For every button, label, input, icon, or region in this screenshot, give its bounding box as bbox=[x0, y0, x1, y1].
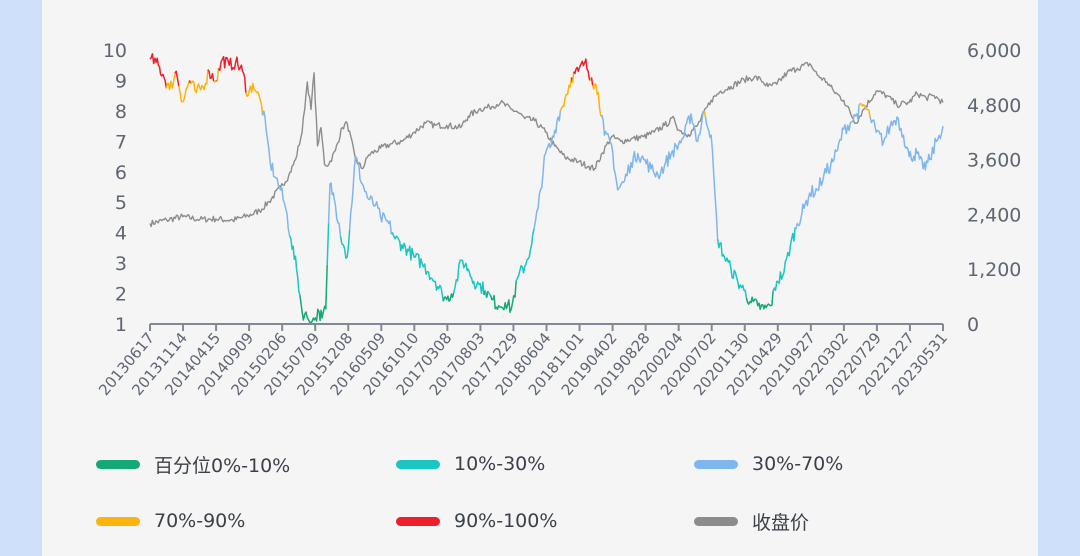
percentile-segment bbox=[442, 292, 455, 302]
right-tick-label: 3,600 bbox=[967, 150, 1021, 172]
x-axis-ticks: 2013061720131114201404152014090920150206… bbox=[95, 324, 951, 399]
chart-card bbox=[42, 0, 1038, 556]
percentile-segment bbox=[288, 235, 301, 296]
percentile-segment bbox=[869, 116, 944, 171]
right-tick-label: 1,200 bbox=[967, 259, 1021, 281]
percentile-segment bbox=[590, 77, 594, 86]
percentile-segment bbox=[794, 104, 860, 230]
right-tick-label: 6,000 bbox=[967, 40, 1021, 62]
left-tick-label: 1 bbox=[115, 314, 127, 336]
percentile-segment bbox=[245, 82, 264, 116]
percentile-segment bbox=[216, 68, 220, 82]
percentile-segment bbox=[487, 290, 492, 296]
percentile-segment bbox=[207, 69, 215, 82]
left-tick-label: 8 bbox=[115, 101, 127, 123]
percentile-segment bbox=[703, 110, 707, 118]
percentile-segment bbox=[178, 80, 191, 103]
percentile-segment bbox=[327, 182, 342, 237]
right-tick-label: 2,400 bbox=[967, 204, 1021, 226]
percentile-segment bbox=[165, 73, 176, 91]
percentile-segment bbox=[704, 116, 719, 239]
percentile-segment bbox=[745, 290, 774, 311]
percentile-segment bbox=[299, 264, 328, 324]
percentile-segment bbox=[326, 223, 330, 265]
percentile-segment bbox=[772, 227, 796, 292]
left-tick-label: 5 bbox=[115, 192, 127, 214]
percentile-segment bbox=[600, 110, 705, 191]
percentile-segment bbox=[515, 228, 535, 282]
left-tick-label: 6 bbox=[115, 162, 127, 184]
left-tick-label: 7 bbox=[115, 131, 127, 153]
percentile-segment bbox=[489, 280, 517, 314]
left-tick-label: 3 bbox=[115, 253, 127, 275]
right-tick-label: 0 bbox=[967, 314, 979, 336]
percentile-segment bbox=[716, 238, 748, 298]
percentile-segment bbox=[339, 230, 351, 259]
percentile-segment bbox=[559, 77, 573, 112]
percentile-segment bbox=[571, 71, 575, 83]
left-tick-label: 2 bbox=[115, 284, 127, 306]
percentile-segment bbox=[174, 70, 180, 87]
left-tick-label: 10 bbox=[103, 40, 127, 62]
percentile-segment bbox=[217, 55, 247, 93]
right-tick-label: 4,800 bbox=[967, 95, 1021, 117]
percentile-series bbox=[149, 53, 944, 324]
percentile-segment bbox=[591, 83, 602, 117]
left-axis-ticks: 1 2 3 4 5 6 7 8 9 10 bbox=[103, 40, 127, 336]
close-price-series bbox=[149, 61, 944, 228]
right-axis-ticks: 0 1,200 2,400 3,600 4,800 6,000 bbox=[967, 40, 1021, 336]
percentile-segment bbox=[533, 110, 562, 229]
percentile-segment bbox=[213, 79, 217, 83]
percentile-segment bbox=[190, 69, 209, 94]
percentile-segment bbox=[149, 53, 168, 89]
percentile-segment bbox=[348, 155, 393, 235]
close-price-line bbox=[149, 61, 944, 228]
left-tick-label: 9 bbox=[115, 70, 127, 92]
percentile-segment bbox=[453, 259, 485, 296]
left-tick-label: 4 bbox=[115, 223, 127, 245]
percentile-segment bbox=[573, 58, 592, 81]
percentile-segment bbox=[261, 110, 291, 236]
percentile-segment bbox=[390, 232, 445, 302]
percentile-segment bbox=[858, 103, 871, 118]
